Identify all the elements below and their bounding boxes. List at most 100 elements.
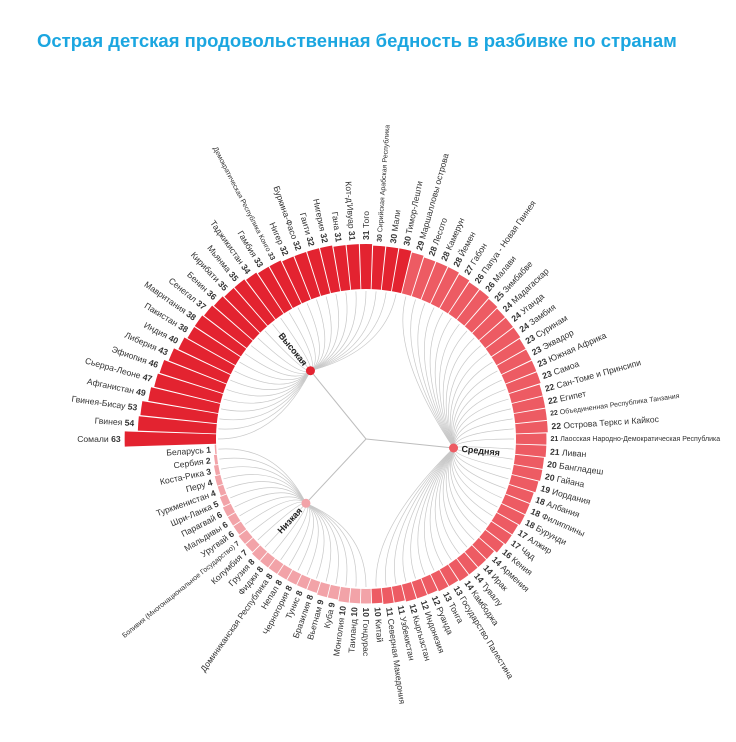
center-link-medium (365, 438, 454, 449)
bar (178, 337, 236, 375)
link-line (310, 299, 326, 372)
link-line (305, 503, 332, 582)
bar (187, 326, 241, 366)
bar-label: Гвинея-Бисау 53 (71, 394, 138, 413)
bar (277, 564, 293, 580)
bar (505, 484, 534, 504)
link-line (305, 503, 339, 584)
link-line (305, 503, 325, 579)
bar-label: Гвинея 54 (94, 415, 134, 428)
bar-value-label: 53 (127, 401, 138, 412)
link-line (394, 447, 454, 584)
link-line (452, 379, 502, 449)
bar (485, 327, 521, 357)
link-line (310, 292, 387, 372)
bar (214, 444, 217, 455)
link-line (450, 447, 488, 525)
link-line (217, 370, 311, 440)
bar-country-label: Лаосская Народно-Демократическая Республ… (560, 435, 720, 443)
link-line (445, 447, 475, 541)
link-line (439, 447, 460, 555)
bar-country-label: Острова Теркс и Кайкос (563, 414, 660, 431)
bar (448, 558, 469, 582)
link-line (221, 466, 307, 504)
link-line (223, 474, 307, 504)
bar-value-label: 35 (227, 270, 241, 284)
bar-value-label: 22 (551, 421, 561, 432)
link-lines (217, 290, 515, 588)
link-line (410, 447, 454, 579)
bar (501, 494, 530, 515)
bar-country-label: Мали (390, 209, 403, 232)
bar-value-label: 4 (209, 488, 217, 499)
bar-value-label: 10 (373, 607, 384, 617)
link-line (230, 370, 311, 390)
bar (268, 558, 284, 574)
bar-country-label: Доминиканская Республика (198, 577, 270, 674)
bar-value-label: 54 (124, 418, 134, 429)
link-line (310, 292, 348, 372)
bar (513, 408, 547, 424)
bar (257, 266, 293, 314)
bar-value-label: 8 (264, 571, 275, 581)
bar-value-label: 19 (539, 483, 551, 495)
bar (137, 416, 217, 434)
bar-value-label: 30 (401, 235, 413, 247)
link-line (230, 487, 307, 504)
bar-value-label: 33 (252, 256, 266, 270)
bar-value-label: 32 (278, 244, 291, 257)
bar (154, 373, 223, 404)
bar-value-label: 3 (205, 466, 212, 477)
bar (448, 282, 480, 320)
group-node-medium (449, 443, 459, 453)
bar-value-label: 32 (318, 232, 330, 244)
bar (359, 244, 373, 290)
bar-value-label: 9 (315, 598, 326, 606)
bar (194, 315, 247, 357)
link-line (221, 370, 311, 412)
bar (327, 584, 341, 600)
link-line (223, 370, 311, 404)
bar-value-label: 20 (547, 459, 558, 470)
bar (439, 564, 459, 586)
bar (168, 348, 231, 384)
bar-value-label: 20 (544, 471, 556, 483)
bar (260, 552, 276, 568)
bar-value-label: 8 (283, 584, 294, 593)
bar (213, 464, 221, 476)
bar (411, 257, 436, 300)
bar-label: 21 Ливан (550, 447, 587, 459)
bar-value-label: 63 (111, 434, 121, 444)
bar (391, 584, 405, 603)
link-line (450, 353, 488, 449)
bar (479, 317, 513, 349)
bar (485, 521, 512, 545)
bar (217, 484, 227, 496)
bar (140, 401, 219, 424)
bar (371, 245, 386, 290)
link-line (310, 294, 397, 372)
link-line (442, 447, 468, 548)
bar (307, 248, 331, 296)
bar-label: 30 Мали (388, 209, 403, 244)
link-line (234, 370, 311, 385)
bar-value-label: 10 (337, 605, 348, 616)
link-line (402, 447, 454, 582)
bar (213, 296, 260, 341)
bar-value-label: 1 (206, 445, 212, 455)
bar (296, 574, 311, 590)
link-line (448, 345, 482, 449)
bar-value-label: 38 (184, 309, 198, 323)
link-line (310, 291, 357, 372)
bar-value-label: 35 (216, 279, 230, 293)
bar-value-label: 32 (305, 235, 317, 247)
bar (294, 251, 321, 300)
link-line (434, 447, 454, 561)
link-line (226, 481, 307, 504)
bar (381, 586, 394, 605)
bar (213, 454, 219, 465)
bar-country-label: Таиланд (346, 619, 358, 654)
bar-value-label: 6 (215, 509, 224, 520)
bar (472, 537, 495, 560)
